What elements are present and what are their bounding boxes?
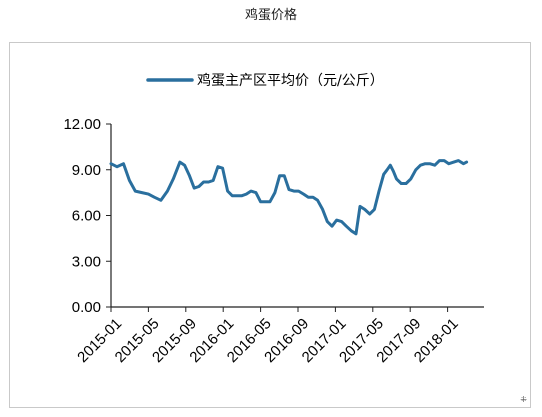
y-tick-label: 3.00	[72, 253, 101, 270]
resize-mark-icon: ⁜	[520, 395, 527, 404]
chart-frame: 鸡蛋主产区平均价（元/公斤） 0.00 3.00 6.00 9.00 12.00 201…	[9, 42, 531, 408]
y-tick-label: 9.00	[72, 162, 101, 179]
y-tick-label: 0.00	[72, 299, 101, 316]
egg-price-chart: 鸡蛋主产区平均价（元/公斤） 0.00 3.00 6.00 9.00 12.00 201…	[63, 72, 484, 366]
series-line	[109, 159, 469, 236]
x-axis-ticks: 2015-012015-052015-092016-012016-052016-…	[74, 307, 462, 366]
page-title: 鸡蛋价格	[244, 8, 297, 23]
y-tick-label: 12.00	[63, 116, 101, 133]
legend-label: 鸡蛋主产区平均价（元/公斤）	[197, 72, 384, 89]
legend: 鸡蛋主产区平均价（元/公斤）	[146, 72, 384, 89]
y-tick-label: 6.00	[72, 208, 101, 225]
y-axis-ticks: 0.00 3.00 6.00 9.00 12.00	[63, 116, 111, 316]
